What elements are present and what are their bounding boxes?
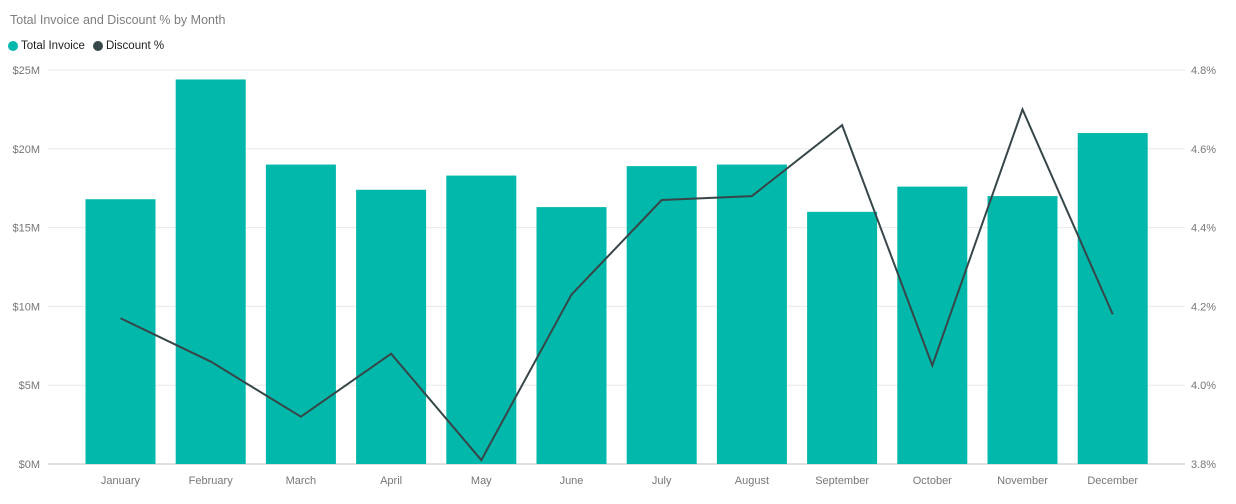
x-axis-label-april: April <box>380 475 402 487</box>
x-axis-label-august: August <box>735 475 769 487</box>
y-axis-label-left: $15M <box>12 223 40 235</box>
x-axis-label-january: January <box>101 475 141 487</box>
y-axis-label-left: $5M <box>19 380 40 392</box>
x-axis-label-june: June <box>560 475 584 487</box>
bar-september[interactable] <box>807 211 878 464</box>
bar-january[interactable] <box>85 199 156 464</box>
x-axis-label-february: February <box>189 475 234 487</box>
y-axis-label-left: $10M <box>12 301 40 313</box>
x-axis-label-march: March <box>286 475 317 487</box>
discount-pct-line[interactable] <box>120 106 1114 462</box>
y-axis-label-left: $25M <box>12 65 40 77</box>
discount-pct-swatch-icon <box>92 41 103 51</box>
bar-august[interactable] <box>716 164 787 464</box>
x-axis-label-november: November <box>997 475 1048 487</box>
y-axis-label-right: 3.8% <box>1191 459 1216 471</box>
x-axis-label-july: July <box>652 475 672 487</box>
chart-title: Total Invoice and Discount % by Month <box>10 13 226 27</box>
x-axis-label-december: December <box>1087 475 1138 487</box>
bar-november[interactable] <box>987 196 1058 464</box>
y-axis-label-left: $20M <box>12 144 40 156</box>
y-axis-label-right: 4.4% <box>1191 223 1216 235</box>
legend: Total Invoice Discount % <box>8 40 164 52</box>
bar-may[interactable] <box>446 175 517 465</box>
x-axis-label-september: September <box>815 475 869 487</box>
y-axis-label-right: 4.6% <box>1191 144 1216 156</box>
bar-february[interactable] <box>175 79 246 465</box>
x-axis-label-may: May <box>471 475 492 487</box>
legend-label-discount-pct: Discount % <box>105 40 165 52</box>
bar-july[interactable] <box>626 166 697 465</box>
legend-item-discount-pct[interactable]: Discount % <box>92 40 165 52</box>
bar-october[interactable] <box>897 186 968 464</box>
bar-march[interactable] <box>265 164 336 464</box>
y-axis-label-right: 4.2% <box>1191 301 1216 313</box>
x-axis-label-october: October <box>913 475 952 487</box>
bar-april[interactable] <box>356 189 427 464</box>
legend-item-total-invoice[interactable]: Total Invoice <box>8 40 85 52</box>
y-axis-label-right: 4.0% <box>1191 380 1216 392</box>
y-axis-label-right: 4.8% <box>1191 65 1216 77</box>
bar-december[interactable] <box>1077 133 1148 465</box>
total-invoice-swatch-icon <box>8 41 18 51</box>
y-axis-label-left: $0M <box>19 459 40 471</box>
bar-june[interactable] <box>536 207 607 464</box>
legend-label-total-invoice: Total Invoice <box>21 40 85 52</box>
